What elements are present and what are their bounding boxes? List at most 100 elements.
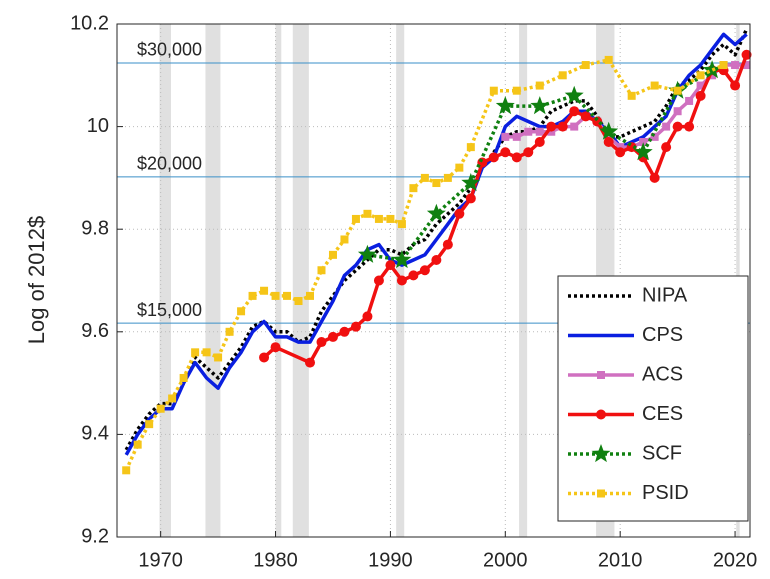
marker bbox=[350, 321, 361, 332]
legend-label: SCF bbox=[642, 442, 682, 464]
marker bbox=[685, 96, 694, 105]
x-tick-label: 1970 bbox=[138, 549, 183, 571]
marker bbox=[351, 214, 360, 223]
legend-label: CPS bbox=[642, 324, 683, 346]
marker bbox=[419, 265, 430, 276]
marker bbox=[673, 107, 682, 116]
marker bbox=[426, 203, 446, 222]
marker bbox=[495, 96, 515, 115]
marker bbox=[156, 404, 165, 413]
marker bbox=[580, 111, 591, 122]
legend-label: ACS bbox=[642, 363, 683, 385]
x-tick-label: 2020 bbox=[713, 549, 758, 571]
marker bbox=[534, 136, 545, 147]
marker bbox=[696, 71, 705, 80]
reference-label: $15,000 bbox=[137, 300, 202, 320]
marker bbox=[396, 275, 407, 286]
marker bbox=[260, 286, 269, 295]
marker bbox=[122, 466, 131, 475]
marker bbox=[596, 409, 606, 420]
x-tick-label: 1990 bbox=[368, 549, 413, 571]
legend-label: PSID bbox=[642, 482, 689, 504]
marker bbox=[615, 147, 626, 158]
marker bbox=[461, 173, 481, 192]
y-tick-label: 10.2 bbox=[70, 12, 109, 34]
marker bbox=[695, 90, 706, 101]
y-tick-label: 9.6 bbox=[81, 320, 109, 342]
marker bbox=[202, 348, 211, 357]
marker bbox=[328, 250, 337, 259]
plot-frame bbox=[116, 23, 751, 538]
marker bbox=[524, 127, 533, 136]
marker bbox=[535, 81, 544, 90]
y-axis-label: Log of 2012$ bbox=[24, 216, 49, 344]
marker bbox=[512, 86, 521, 95]
marker bbox=[604, 132, 613, 141]
marker bbox=[523, 147, 534, 158]
marker bbox=[557, 121, 568, 132]
marker bbox=[466, 143, 475, 152]
marker bbox=[397, 220, 406, 229]
marker bbox=[386, 214, 395, 223]
marker bbox=[168, 394, 177, 403]
marker bbox=[191, 348, 200, 357]
marker bbox=[650, 81, 659, 90]
y-tick-label: 9.2 bbox=[81, 525, 109, 547]
series-line bbox=[367, 68, 713, 262]
marker bbox=[225, 327, 234, 336]
marker bbox=[591, 444, 611, 463]
legend-label: NIPA bbox=[642, 284, 688, 306]
marker bbox=[530, 96, 550, 115]
marker bbox=[673, 86, 682, 95]
marker bbox=[179, 373, 188, 382]
marker bbox=[650, 132, 659, 141]
marker bbox=[511, 152, 522, 163]
marker bbox=[547, 127, 556, 136]
marker bbox=[684, 121, 695, 132]
y-tick-label: 9.8 bbox=[81, 217, 109, 239]
marker bbox=[133, 440, 142, 449]
marker bbox=[633, 142, 653, 161]
x-tick-label: 1980 bbox=[253, 549, 298, 571]
marker bbox=[719, 61, 728, 70]
marker bbox=[409, 184, 418, 193]
marker bbox=[696, 81, 705, 90]
marker bbox=[363, 209, 372, 218]
marker bbox=[731, 61, 740, 70]
marker bbox=[597, 371, 605, 379]
reference-label: $20,000 bbox=[137, 154, 202, 174]
series-line bbox=[124, 32, 748, 456]
x-tick-label: 2000 bbox=[483, 549, 528, 571]
marker bbox=[546, 121, 557, 132]
marker bbox=[603, 136, 614, 147]
marker bbox=[327, 331, 338, 342]
marker bbox=[259, 352, 270, 363]
marker bbox=[661, 142, 672, 153]
marker bbox=[604, 55, 613, 64]
marker bbox=[597, 489, 605, 498]
marker bbox=[501, 132, 510, 141]
marker bbox=[489, 86, 498, 95]
marker bbox=[627, 91, 636, 100]
marker bbox=[569, 106, 580, 117]
marker bbox=[306, 291, 315, 300]
marker bbox=[454, 208, 465, 219]
marker bbox=[649, 172, 660, 183]
shaded-range bbox=[275, 24, 282, 537]
marker bbox=[742, 61, 751, 70]
marker bbox=[271, 291, 280, 300]
y-tick-label: 10 bbox=[87, 115, 109, 137]
marker bbox=[708, 71, 717, 80]
marker bbox=[392, 250, 412, 269]
series-line bbox=[124, 58, 725, 472]
marker bbox=[340, 235, 349, 244]
shaded-range bbox=[205, 24, 221, 537]
marker bbox=[564, 85, 584, 104]
marker bbox=[465, 193, 476, 204]
marker bbox=[145, 420, 154, 429]
marker bbox=[214, 353, 223, 362]
marker bbox=[443, 173, 452, 182]
marker bbox=[558, 71, 567, 80]
marker bbox=[408, 270, 419, 281]
y-tick-label: 9.4 bbox=[81, 423, 109, 445]
